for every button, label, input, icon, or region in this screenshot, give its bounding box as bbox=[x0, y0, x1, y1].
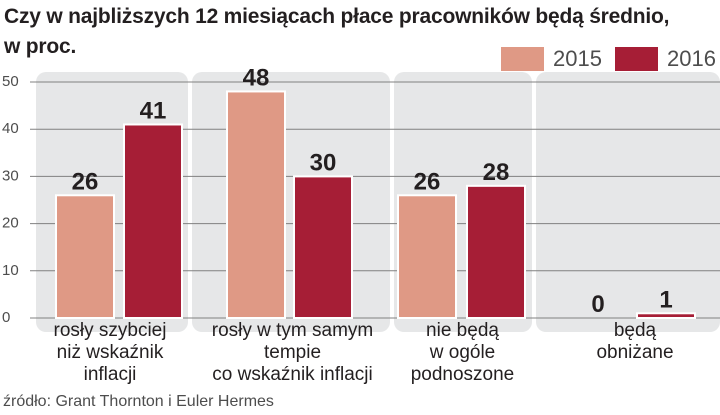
category-panel bbox=[536, 72, 720, 332]
data-label: 1 bbox=[659, 286, 672, 313]
legend-label-2015: 2015 bbox=[553, 46, 602, 71]
data-label: 26 bbox=[414, 168, 441, 195]
y-tick-label: 10 bbox=[2, 262, 19, 279]
y-tick-label: 20 bbox=[2, 215, 19, 232]
bar-2016 bbox=[636, 312, 696, 319]
bar-2015 bbox=[55, 194, 115, 319]
bar-2015 bbox=[397, 194, 457, 319]
legend-swatch-2016 bbox=[614, 46, 659, 72]
data-label: 41 bbox=[140, 97, 167, 124]
legend-swatch-2015 bbox=[500, 46, 545, 72]
data-label: 30 bbox=[310, 149, 337, 176]
chart-title: Czy w najbliższych 12 miesiącach płace p… bbox=[4, 5, 670, 58]
y-tick-label: 30 bbox=[2, 167, 19, 184]
data-label: 48 bbox=[243, 64, 270, 91]
category-label: rosły szybciej niż wskaźnik inflacji bbox=[53, 320, 167, 385]
category-label: będą obniżane bbox=[596, 320, 674, 363]
bar-2016 bbox=[466, 184, 526, 319]
category-label: rosły w tym samym tempie co wskaźnik inf… bbox=[211, 320, 374, 385]
data-label: 28 bbox=[483, 159, 510, 186]
bar-2015 bbox=[226, 90, 286, 319]
y-tick-label: 50 bbox=[2, 73, 19, 90]
legend-2: 2016 bbox=[614, 46, 716, 72]
source-note: źródło: Grant Thornton i Euler Hermes bbox=[3, 393, 274, 410]
legend-label-2016: 2016 bbox=[667, 46, 716, 71]
data-label: 26 bbox=[72, 168, 99, 195]
bar-2016 bbox=[123, 123, 183, 320]
category-label: nie będą w ogóle podnoszone bbox=[410, 320, 515, 385]
data-label: 0 bbox=[591, 291, 604, 318]
legend: 2015 bbox=[500, 46, 602, 72]
y-tick-label: 40 bbox=[2, 120, 19, 137]
y-tick-label: 0 bbox=[2, 309, 10, 326]
bar-2016 bbox=[293, 175, 353, 319]
category-panel bbox=[192, 72, 390, 332]
